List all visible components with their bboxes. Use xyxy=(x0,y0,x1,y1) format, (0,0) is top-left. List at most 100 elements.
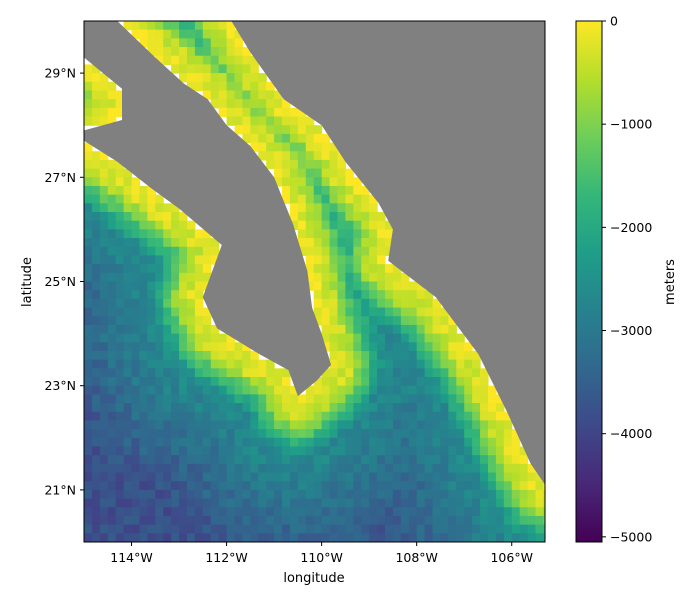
heatmap-cell xyxy=(297,133,307,144)
heatmap-cell xyxy=(155,324,164,335)
heatmap-cell xyxy=(226,472,236,482)
heatmap-cell xyxy=(400,411,410,422)
heatmap-cell xyxy=(321,316,331,326)
heatmap-cell xyxy=(115,507,125,517)
heatmap-cell xyxy=(163,385,172,395)
heatmap-cell xyxy=(440,324,449,335)
heatmap-cell xyxy=(337,446,346,456)
heatmap-cell xyxy=(266,90,275,100)
heatmap-cell xyxy=(361,507,370,517)
heatmap-cell xyxy=(361,420,370,430)
heatmap-cell xyxy=(139,533,148,542)
heatmap-cell xyxy=(345,411,354,422)
heatmap-cell xyxy=(147,446,156,456)
x-tick-label: 108°W xyxy=(395,550,437,565)
heatmap-cell xyxy=(345,368,354,378)
heatmap-cell xyxy=(345,385,354,395)
heatmap-cell xyxy=(321,489,331,500)
heatmap-cell xyxy=(155,47,164,57)
heatmap-cell xyxy=(123,324,133,335)
heatmap-cell xyxy=(289,151,299,161)
heatmap-cell xyxy=(440,420,449,430)
heatmap-cell xyxy=(210,368,220,378)
heatmap-cell xyxy=(313,229,323,239)
heatmap-cell xyxy=(337,220,346,230)
heatmap-cell xyxy=(369,298,378,309)
heatmap-cell xyxy=(226,437,236,448)
heatmap-cell xyxy=(226,463,236,474)
heatmap-cell xyxy=(131,238,141,248)
heatmap-cell xyxy=(155,515,164,526)
heatmap-cell xyxy=(99,281,109,291)
heatmap-cell xyxy=(99,324,109,335)
heatmap-cell xyxy=(361,324,370,335)
heatmap-cell xyxy=(377,394,386,404)
heatmap-cell xyxy=(369,524,378,534)
heatmap-cell xyxy=(163,350,172,361)
heatmap-cell xyxy=(416,281,426,291)
heatmap-cell xyxy=(155,463,164,474)
heatmap-cell xyxy=(242,507,251,517)
heatmap-cell xyxy=(313,290,323,300)
heatmap-cell xyxy=(392,264,402,274)
heatmap-cell xyxy=(369,481,378,491)
heatmap-cell xyxy=(519,446,529,456)
heatmap-cell xyxy=(155,55,164,66)
heatmap-cell xyxy=(242,481,251,491)
heatmap-cell xyxy=(179,55,188,66)
heatmap-cell xyxy=(305,125,315,135)
heatmap-cell xyxy=(321,524,331,534)
heatmap-cell xyxy=(369,290,378,300)
heatmap-cell xyxy=(266,377,275,387)
heatmap-cell xyxy=(186,73,196,83)
heatmap-cell xyxy=(440,446,449,456)
heatmap-cell xyxy=(329,455,339,465)
heatmap-cell xyxy=(258,429,267,439)
heatmap-cell xyxy=(321,324,331,335)
heatmap-cell xyxy=(234,359,244,369)
heatmap-cell xyxy=(511,455,521,465)
heatmap-cell xyxy=(345,359,354,369)
heatmap-cell xyxy=(171,47,180,57)
heatmap-cell xyxy=(186,429,196,439)
heatmap-cell xyxy=(345,238,354,248)
heatmap-cell xyxy=(345,342,354,352)
heatmap-cell xyxy=(503,455,513,465)
heatmap-cell xyxy=(503,463,513,474)
heatmap-cell xyxy=(282,455,291,465)
heatmap-cell xyxy=(163,359,172,369)
heatmap-cell xyxy=(321,481,331,491)
heatmap-cell xyxy=(297,507,307,517)
heatmap-cell xyxy=(448,359,457,369)
heatmap-cell xyxy=(392,446,402,456)
heatmap-cell xyxy=(353,489,362,500)
heatmap-cell xyxy=(123,359,133,369)
heatmap-cell xyxy=(266,481,275,491)
heatmap-cell xyxy=(84,116,93,126)
heatmap-cell xyxy=(266,420,275,430)
heatmap-cell xyxy=(171,403,180,413)
heatmap-cell xyxy=(305,281,315,291)
heatmap-cell xyxy=(369,420,378,430)
heatmap-cell xyxy=(91,333,101,343)
heatmap-cell xyxy=(400,359,410,369)
heatmap-cell xyxy=(392,350,402,361)
heatmap-cell xyxy=(84,377,93,387)
heatmap-cell xyxy=(377,472,386,482)
heatmap-cell xyxy=(210,238,220,248)
heatmap-cell xyxy=(377,420,386,430)
heatmap-cell xyxy=(218,429,228,439)
heatmap-cell xyxy=(432,498,442,508)
heatmap-cell xyxy=(84,481,93,491)
heatmap-cell xyxy=(385,298,394,309)
heatmap-cell xyxy=(147,489,156,500)
heatmap-cell xyxy=(511,515,521,526)
colorbar-tick-label: −3000 xyxy=(610,323,652,338)
heatmap-cell xyxy=(258,107,267,118)
heatmap-cell xyxy=(305,463,315,474)
heatmap-cell xyxy=(369,429,378,439)
heatmap-cell xyxy=(210,411,220,422)
heatmap-cell xyxy=(337,420,346,430)
heatmap-cell xyxy=(519,489,529,500)
heatmap-cell xyxy=(131,220,141,230)
